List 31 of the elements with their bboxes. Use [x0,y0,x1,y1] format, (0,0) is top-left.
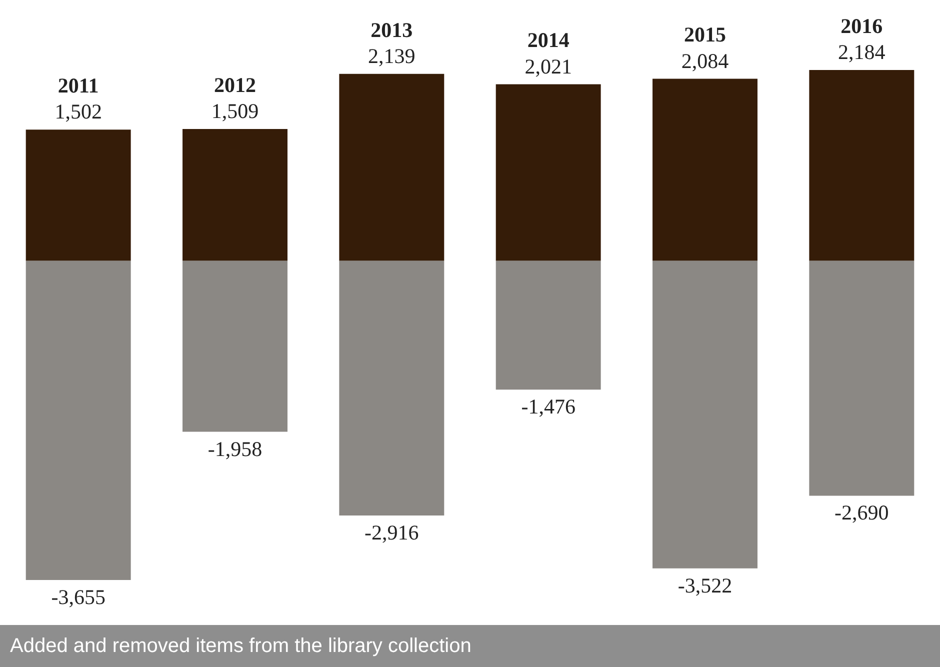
bar [339,74,444,261]
data-label: -3,522 [678,573,732,598]
bar [809,260,914,496]
data-label: -2,690 [834,500,889,525]
x-tick-label: 2015 [684,22,726,47]
x-tick-label: 2011 [58,73,99,98]
data-label: -2,916 [364,520,419,544]
bar [26,130,131,261]
bar [182,260,288,432]
data-label: 1,509 [211,98,259,123]
data-label: 2,139 [368,44,416,68]
data-label: 2,084 [681,48,730,73]
bar [496,260,601,390]
data-label: -1,958 [208,436,262,461]
bar [182,128,288,261]
bar [652,78,758,261]
bar [26,260,131,580]
x-tick-label: 2014 [527,28,570,52]
data-label: -1,476 [521,394,576,419]
data-label: 1,502 [54,100,102,124]
x-tick-label: 2012 [214,72,256,97]
text: Added and removed items from the library collection [0,625,940,667]
data-label: 2,184 [838,40,886,64]
bar [496,84,601,261]
bar [809,70,914,261]
bar [652,260,758,568]
data-label: -3,655 [51,585,106,610]
bar [339,260,444,516]
data-label: 2,021 [524,54,572,78]
x-tick-label: 2013 [370,18,413,42]
x-tick-label: 2016 [840,14,883,38]
